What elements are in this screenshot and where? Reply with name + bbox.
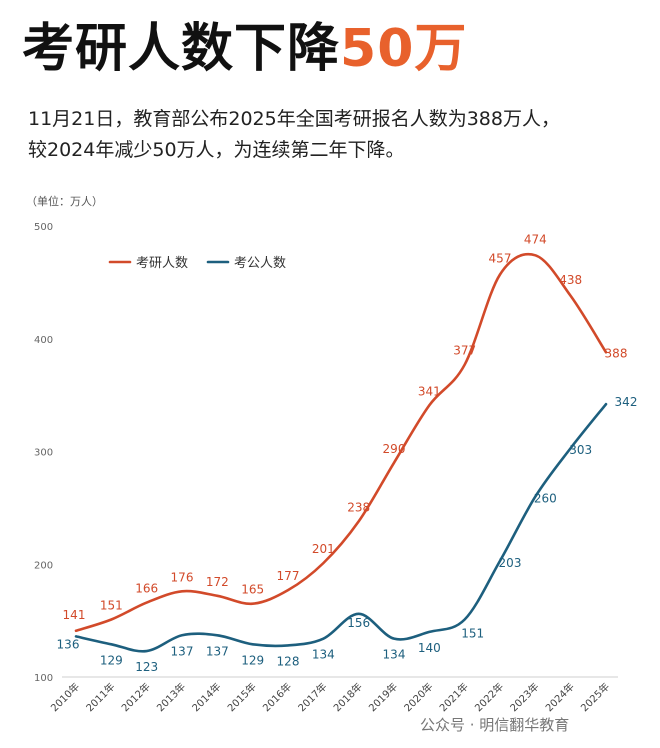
data-label: 290: [383, 442, 406, 456]
data-label: 156: [347, 616, 370, 630]
x-tick-label: 2022年: [472, 680, 506, 714]
x-tick-label: 2015年: [225, 680, 259, 714]
data-label: 457: [489, 251, 512, 265]
x-tick-label: 2010年: [48, 680, 82, 714]
data-label: 129: [100, 653, 123, 667]
subtitle: 11月21日，教育部公布2025年全国考研报名人数为388万人， 较2024年减…: [28, 104, 648, 166]
x-tick-label: 2017年: [295, 680, 329, 714]
x-tick-label: 2016年: [260, 680, 294, 714]
data-label: 176: [171, 570, 194, 584]
data-label: 137: [206, 644, 229, 658]
y-tick-label: 300: [34, 448, 53, 459]
x-tick-label: 2025年: [578, 680, 612, 714]
data-label: 141: [63, 608, 86, 622]
x-tick-label: 2024年: [543, 680, 577, 714]
title-text: 考研人数下降: [22, 19, 341, 79]
title-highlight: 50万: [340, 19, 468, 79]
series-line: [74, 252, 608, 633]
data-label: 377: [453, 344, 476, 358]
data-label: 388: [605, 346, 628, 360]
x-tick-label: 2020年: [401, 680, 435, 714]
x-tick-label: 2021年: [437, 680, 471, 714]
subtitle-line-1: 11月21日，教育部公布2025年全国考研报名人数为388万人，: [28, 108, 560, 130]
data-label: 129: [241, 653, 264, 667]
data-label: 134: [383, 648, 406, 662]
data-label: 201: [312, 542, 335, 556]
data-label: 137: [171, 644, 194, 658]
y-tick-label: 400: [34, 335, 53, 346]
data-label: 203: [499, 556, 522, 570]
x-tick-label: 2014年: [189, 680, 223, 714]
data-label: 136: [57, 637, 80, 651]
x-tick-label: 2023年: [507, 680, 541, 714]
x-tick-label: 2013年: [154, 680, 188, 714]
data-label: 177: [277, 569, 300, 583]
data-label: 474: [524, 232, 547, 246]
data-label: 166: [135, 582, 158, 596]
watermark: 公众号 · 明信翻华教育: [420, 716, 570, 734]
x-tick-label: 2019年: [366, 680, 400, 714]
data-label: 438: [559, 273, 582, 287]
series-line: [74, 402, 608, 653]
data-label: 151: [100, 598, 123, 612]
data-label: 238: [347, 500, 370, 514]
data-label: 342: [615, 395, 638, 409]
data-label: 128: [277, 654, 300, 668]
data-label: 260: [534, 492, 557, 506]
subtitle-line-2: 较2024年减少50万人，为连续第二年下降。: [28, 139, 405, 161]
y-tick-label: 100: [34, 673, 53, 684]
data-label: 165: [241, 583, 264, 597]
x-tick-label: 2018年: [331, 680, 365, 714]
data-label: 151: [461, 626, 484, 640]
data-label: 134: [312, 648, 335, 662]
legend-label: 考研人数: [136, 256, 188, 271]
y-tick-label: 500: [34, 222, 53, 233]
data-label: 172: [206, 575, 229, 589]
unit-label: （单位：万人）: [26, 194, 103, 208]
data-label: 140: [418, 641, 441, 655]
data-label: 341: [418, 384, 441, 398]
x-tick-label: 2012年: [119, 680, 153, 714]
legend-label: 考公人数: [234, 256, 286, 271]
y-tick-label: 200: [34, 560, 53, 571]
data-label: 303: [569, 443, 592, 457]
page-title: 考研人数下降50万: [22, 6, 467, 81]
x-tick-label: 2011年: [83, 680, 117, 714]
data-label: 123: [135, 660, 158, 674]
